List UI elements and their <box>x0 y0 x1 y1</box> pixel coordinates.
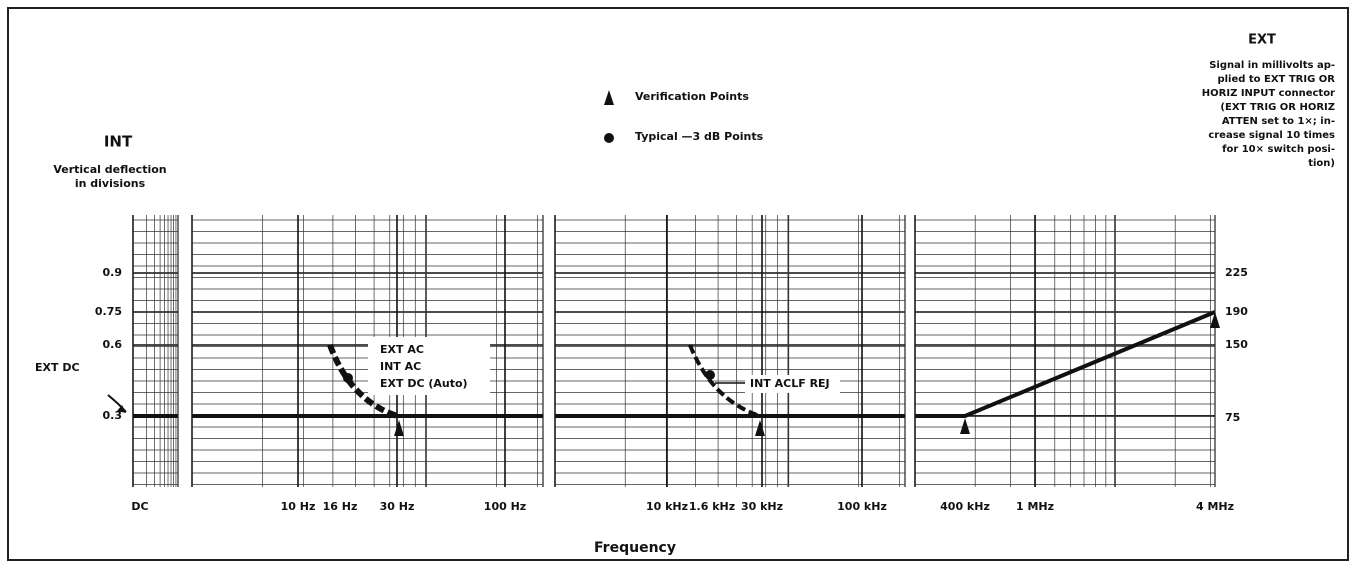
label-box <box>368 337 490 395</box>
arrow-head <box>117 405 126 413</box>
dot <box>705 370 715 380</box>
x-tick-label: 1 MHz <box>1016 500 1054 513</box>
annotation: INT AC <box>380 360 421 373</box>
right-caption: Signal in millivolts ap- <box>1209 60 1335 71</box>
x-tick-label: 1.6 kHz <box>689 500 735 513</box>
right-caption: tion) <box>1308 158 1335 169</box>
left-tick-label: 0.9 <box>103 266 123 279</box>
right-caption: crease signal 10 times <box>1208 130 1335 141</box>
x-tick-label: 100 kHz <box>837 500 887 513</box>
dashed-curve <box>688 344 761 418</box>
response-line <box>133 310 1216 418</box>
x-tick-label: 100 Hz <box>484 500 526 513</box>
left-tick-label: 0.6 <box>103 338 123 351</box>
triangle <box>755 420 765 436</box>
right-tick-label: 75 <box>1225 411 1240 424</box>
x-tick-label: DC <box>131 500 148 513</box>
x-axis-label: Frequency <box>594 540 676 556</box>
right-caption: plied to EXT TRIG OR <box>1217 74 1335 85</box>
legend-label: Typical —3 dB Points <box>635 130 764 143</box>
annotation: EXT AC <box>380 343 424 356</box>
x-tick-label: 10 kHz <box>646 500 688 513</box>
right-heading: EXT <box>1248 33 1276 48</box>
right-caption: for 10× switch posi- <box>1222 144 1335 155</box>
legend-label: Verification Points <box>635 90 749 103</box>
right-caption: (EXT TRIG OR HORIZ <box>1220 102 1335 113</box>
triangle <box>960 418 970 434</box>
right-caption: ATTEN set to 1×; in- <box>1222 116 1335 127</box>
label-box <box>745 375 840 393</box>
left-tick-label: 0.75 <box>95 305 122 318</box>
markers <box>117 90 1220 436</box>
legend-dot <box>604 133 614 143</box>
x-tick-label: 10 Hz <box>281 500 316 513</box>
x-tick-label: 30 Hz <box>380 500 415 513</box>
triangle <box>1210 312 1220 328</box>
annotation: EXT DC (Auto) <box>380 377 468 390</box>
x-tick-label: 4 MHz <box>1196 500 1234 513</box>
right-tick-label: 190 <box>1225 305 1248 318</box>
annotation: EXT DC <box>35 361 80 374</box>
frame <box>7 7 1349 561</box>
curves <box>107 310 1216 419</box>
x-tick-label: 30 kHz <box>741 500 783 513</box>
right-tick-label: 225 <box>1225 266 1248 279</box>
right-caption: HORIZ INPUT connector <box>1202 88 1335 99</box>
x-tick-label: 16 Hz <box>323 500 358 513</box>
dashed-curve <box>327 343 398 419</box>
dot <box>343 373 353 383</box>
left-heading: INT <box>104 133 133 151</box>
left-caption: in divisions <box>75 177 146 190</box>
triangle <box>394 420 404 436</box>
left-tick-label: 0.3 <box>103 409 123 422</box>
x-tick-label: 400 kHz <box>940 500 990 513</box>
right-tick-label: 150 <box>1225 338 1248 351</box>
legend-triangle <box>604 90 614 105</box>
arrow-line <box>107 394 127 413</box>
left-caption: Vertical deflection <box>53 163 166 176</box>
annotation: INT ACLF REJ <box>750 377 830 390</box>
